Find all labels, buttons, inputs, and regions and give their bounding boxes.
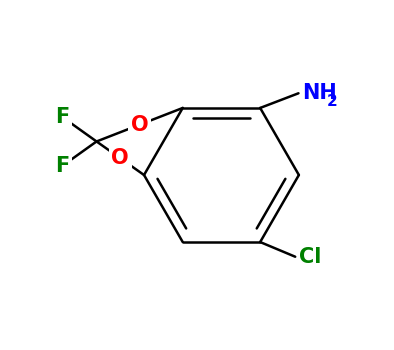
- Text: 2: 2: [327, 94, 338, 109]
- Text: O: O: [131, 115, 149, 135]
- Text: Cl: Cl: [299, 247, 322, 267]
- Text: F: F: [55, 107, 69, 127]
- Text: O: O: [112, 148, 129, 168]
- Text: NH: NH: [303, 83, 337, 103]
- Text: F: F: [55, 156, 69, 176]
